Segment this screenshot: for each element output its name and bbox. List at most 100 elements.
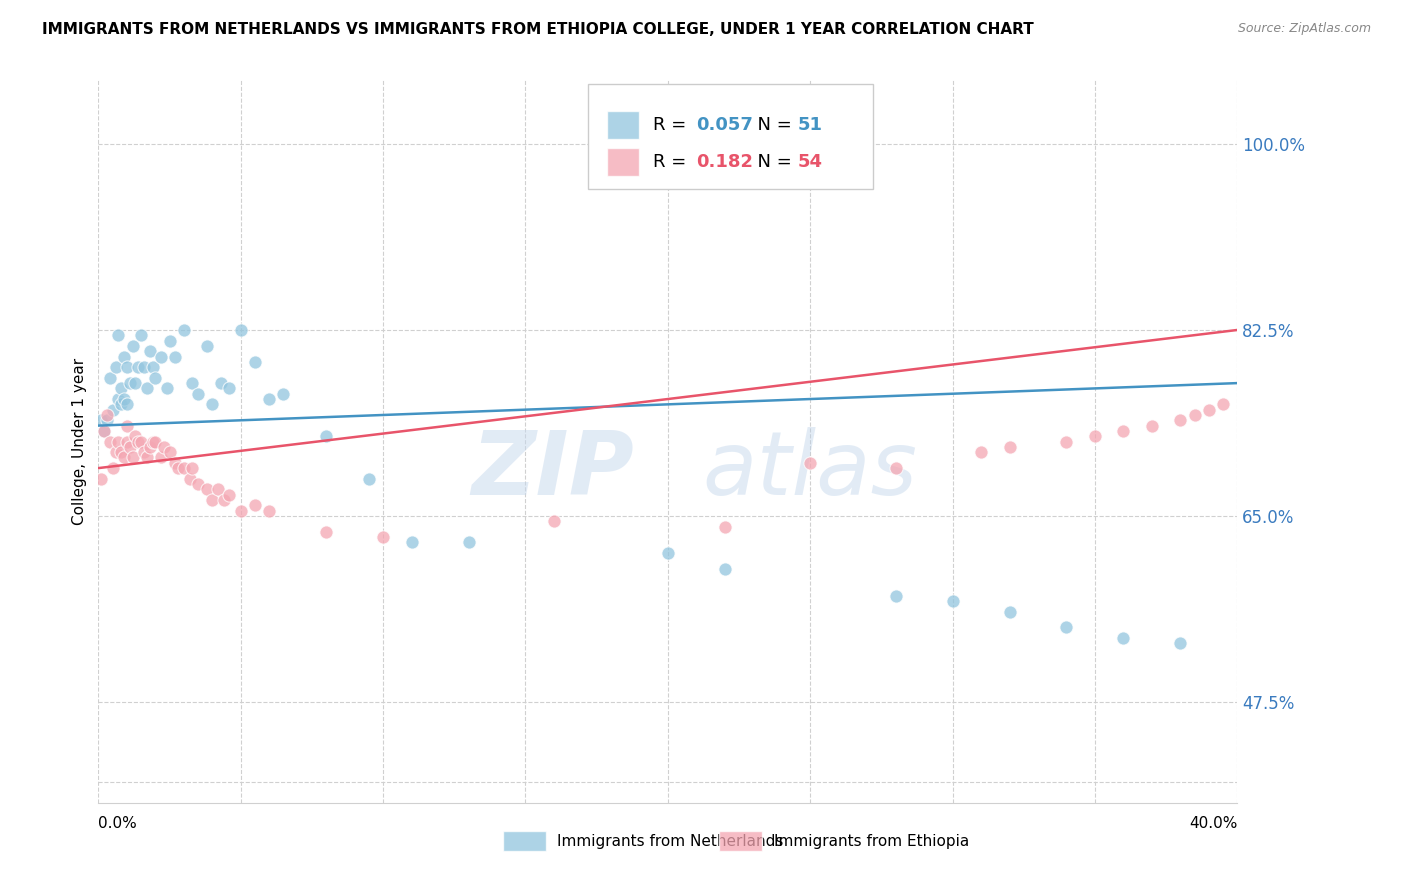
Text: 0.182: 0.182	[696, 153, 754, 171]
Point	[96, 408, 118, 422]
Point	[98, 371, 121, 385]
Point	[543, 514, 565, 528]
Text: Immigrants from Ethiopia: Immigrants from Ethiopia	[773, 834, 969, 848]
Point	[110, 397, 132, 411]
Point	[229, 503, 252, 517]
Point	[110, 445, 132, 459]
FancyBboxPatch shape	[607, 148, 640, 176]
Text: 0.057: 0.057	[696, 116, 754, 134]
Point	[998, 440, 1021, 454]
Point	[942, 594, 965, 608]
Point	[195, 483, 218, 497]
Point	[145, 371, 167, 385]
Point	[107, 328, 129, 343]
Point	[96, 413, 118, 427]
Point	[1112, 631, 1135, 645]
Point	[884, 461, 907, 475]
Point	[714, 562, 737, 576]
Point	[167, 461, 190, 475]
Text: ZIP: ZIP	[471, 427, 634, 514]
Text: atlas: atlas	[702, 427, 917, 514]
Point	[181, 461, 204, 475]
Point	[259, 503, 281, 517]
Point	[107, 434, 129, 449]
Point	[1056, 620, 1078, 634]
Point	[90, 413, 112, 427]
Point	[112, 392, 135, 406]
FancyBboxPatch shape	[588, 84, 873, 189]
Point	[110, 381, 132, 395]
Point	[1084, 429, 1107, 443]
Point	[159, 445, 181, 459]
Point	[799, 456, 821, 470]
Point	[218, 488, 240, 502]
FancyBboxPatch shape	[718, 831, 762, 851]
Point	[201, 493, 224, 508]
Point	[195, 339, 218, 353]
Point	[179, 472, 201, 486]
Point	[173, 461, 195, 475]
Point	[132, 360, 155, 375]
Point	[127, 434, 149, 449]
Point	[135, 381, 157, 395]
Point	[138, 440, 160, 454]
Point	[1056, 434, 1078, 449]
Point	[118, 440, 141, 454]
Point	[1140, 418, 1163, 433]
Point	[98, 434, 121, 449]
Point	[315, 429, 337, 443]
FancyBboxPatch shape	[503, 831, 546, 851]
Text: N =: N =	[747, 116, 799, 134]
Point	[373, 530, 395, 544]
Text: Immigrants from Netherlands: Immigrants from Netherlands	[557, 834, 783, 848]
Text: Source: ZipAtlas.com: Source: ZipAtlas.com	[1237, 22, 1371, 36]
Point	[165, 350, 187, 364]
Point	[138, 344, 160, 359]
Point	[212, 493, 235, 508]
Point	[181, 376, 204, 390]
Point	[150, 450, 173, 465]
Point	[141, 434, 163, 449]
Point	[93, 424, 115, 438]
Point	[121, 339, 143, 353]
Point	[657, 546, 679, 560]
Point	[129, 434, 152, 449]
Point	[124, 429, 146, 443]
Point	[209, 376, 232, 390]
Point	[229, 323, 252, 337]
Point	[187, 386, 209, 401]
Point	[259, 392, 281, 406]
Point	[121, 450, 143, 465]
Point	[112, 450, 135, 465]
Point	[1170, 636, 1192, 650]
Point	[93, 424, 115, 438]
Point	[129, 328, 152, 343]
Text: 40.0%: 40.0%	[1189, 815, 1237, 830]
Point	[201, 397, 224, 411]
Point	[132, 445, 155, 459]
Point	[115, 418, 138, 433]
FancyBboxPatch shape	[607, 112, 640, 139]
Point	[207, 483, 229, 497]
Point	[273, 386, 295, 401]
Text: 51: 51	[797, 116, 823, 134]
Point	[115, 397, 138, 411]
Point	[127, 360, 149, 375]
Point	[141, 360, 163, 375]
Point	[101, 461, 124, 475]
Point	[115, 360, 138, 375]
Text: R =: R =	[652, 116, 692, 134]
Point	[156, 381, 179, 395]
Text: N =: N =	[747, 153, 799, 171]
Point	[101, 402, 124, 417]
Point	[315, 524, 337, 539]
Point	[173, 323, 195, 337]
Point	[970, 445, 993, 459]
Point	[401, 535, 423, 549]
Point	[998, 605, 1021, 619]
Point	[1184, 408, 1206, 422]
Point	[884, 589, 907, 603]
Text: IMMIGRANTS FROM NETHERLANDS VS IMMIGRANTS FROM ETHIOPIA COLLEGE, UNDER 1 YEAR CO: IMMIGRANTS FROM NETHERLANDS VS IMMIGRANT…	[42, 22, 1033, 37]
Point	[145, 434, 167, 449]
Point	[357, 472, 380, 486]
